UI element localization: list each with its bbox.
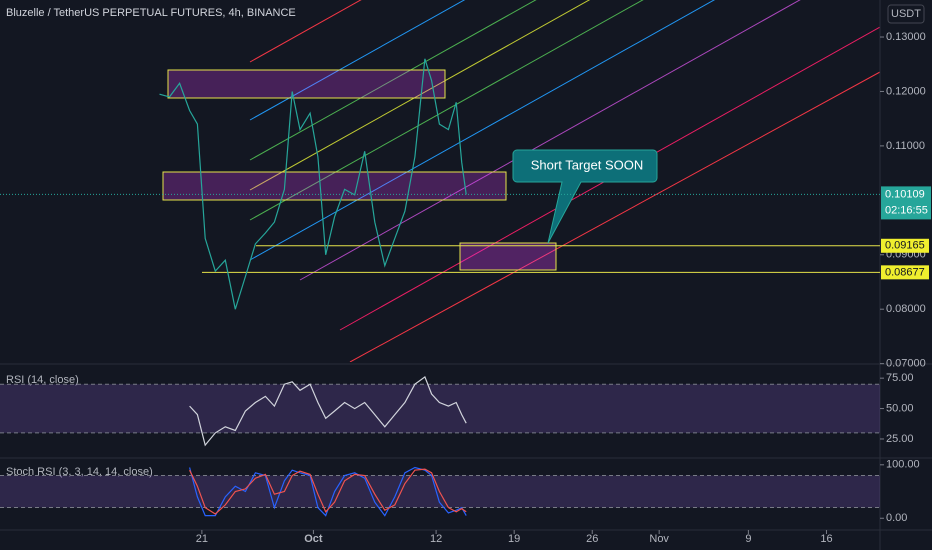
countdown: 02:16:55 — [885, 204, 928, 216]
fork-line — [299, 0, 801, 281]
indicator-title: Stoch RSI (3, 3, 14, 14, close) — [6, 466, 153, 478]
y-tick-label: 0.08000 — [886, 303, 926, 315]
x-tick-label: 16 — [820, 533, 832, 545]
x-tick-label: 12 — [430, 533, 442, 545]
fork-line — [249, 0, 591, 191]
series-line — [189, 466, 467, 517]
y-tick-label: 0.07000 — [886, 358, 926, 370]
last-price-tag — [881, 186, 931, 220]
indicator-title: RSI (14, close) — [6, 374, 79, 386]
fork-line — [249, 0, 644, 221]
callout — [512, 149, 658, 244]
y-tick-label: 25.00 — [886, 433, 914, 445]
annotation: Short Target SOON — [531, 157, 643, 172]
y-tick-label: 0.12000 — [886, 85, 926, 97]
x-tick-label: 21 — [196, 533, 208, 545]
zone — [167, 69, 446, 99]
x-tick-label: 9 — [745, 533, 751, 545]
band — [0, 384, 880, 433]
zone — [459, 242, 557, 271]
pitchfork — [249, 0, 880, 362]
level-label: 0.09165 — [885, 240, 925, 252]
level-tag — [881, 265, 929, 280]
fork-line — [249, 0, 466, 121]
series-line — [159, 58, 467, 310]
fork-line — [249, 0, 362, 63]
last-price-label: 0.10109 — [885, 188, 925, 200]
y-tick-label: 0.11000 — [886, 140, 925, 152]
fork-line — [249, 0, 537, 161]
unit-box[interactable] — [887, 4, 925, 24]
y-tick-label: 100.00 — [886, 459, 920, 471]
x-tick-label: 26 — [586, 533, 598, 545]
series-line — [189, 468, 467, 515]
level-label: 0.08677 — [885, 266, 925, 278]
y-tick-label: 75.00 — [886, 372, 914, 384]
chart-title: Bluzelle / TetherUS PERPETUAL FUTURES, 4… — [6, 7, 296, 19]
series-line — [189, 375, 467, 447]
fork-line — [349, 71, 880, 362]
y-tick-label: 50.00 — [886, 402, 914, 414]
fork-line — [249, 0, 716, 261]
x-tick-label: 19 — [508, 533, 520, 545]
unit[interactable]: USDT — [891, 8, 921, 20]
y-tick-label: 0.13000 — [886, 31, 926, 43]
x-tick-label: Nov — [649, 533, 669, 545]
zone — [162, 171, 507, 201]
x-tick-label: Oct — [304, 533, 323, 545]
y-tick-label: 0.00 — [886, 512, 907, 524]
level-tag — [881, 238, 929, 253]
